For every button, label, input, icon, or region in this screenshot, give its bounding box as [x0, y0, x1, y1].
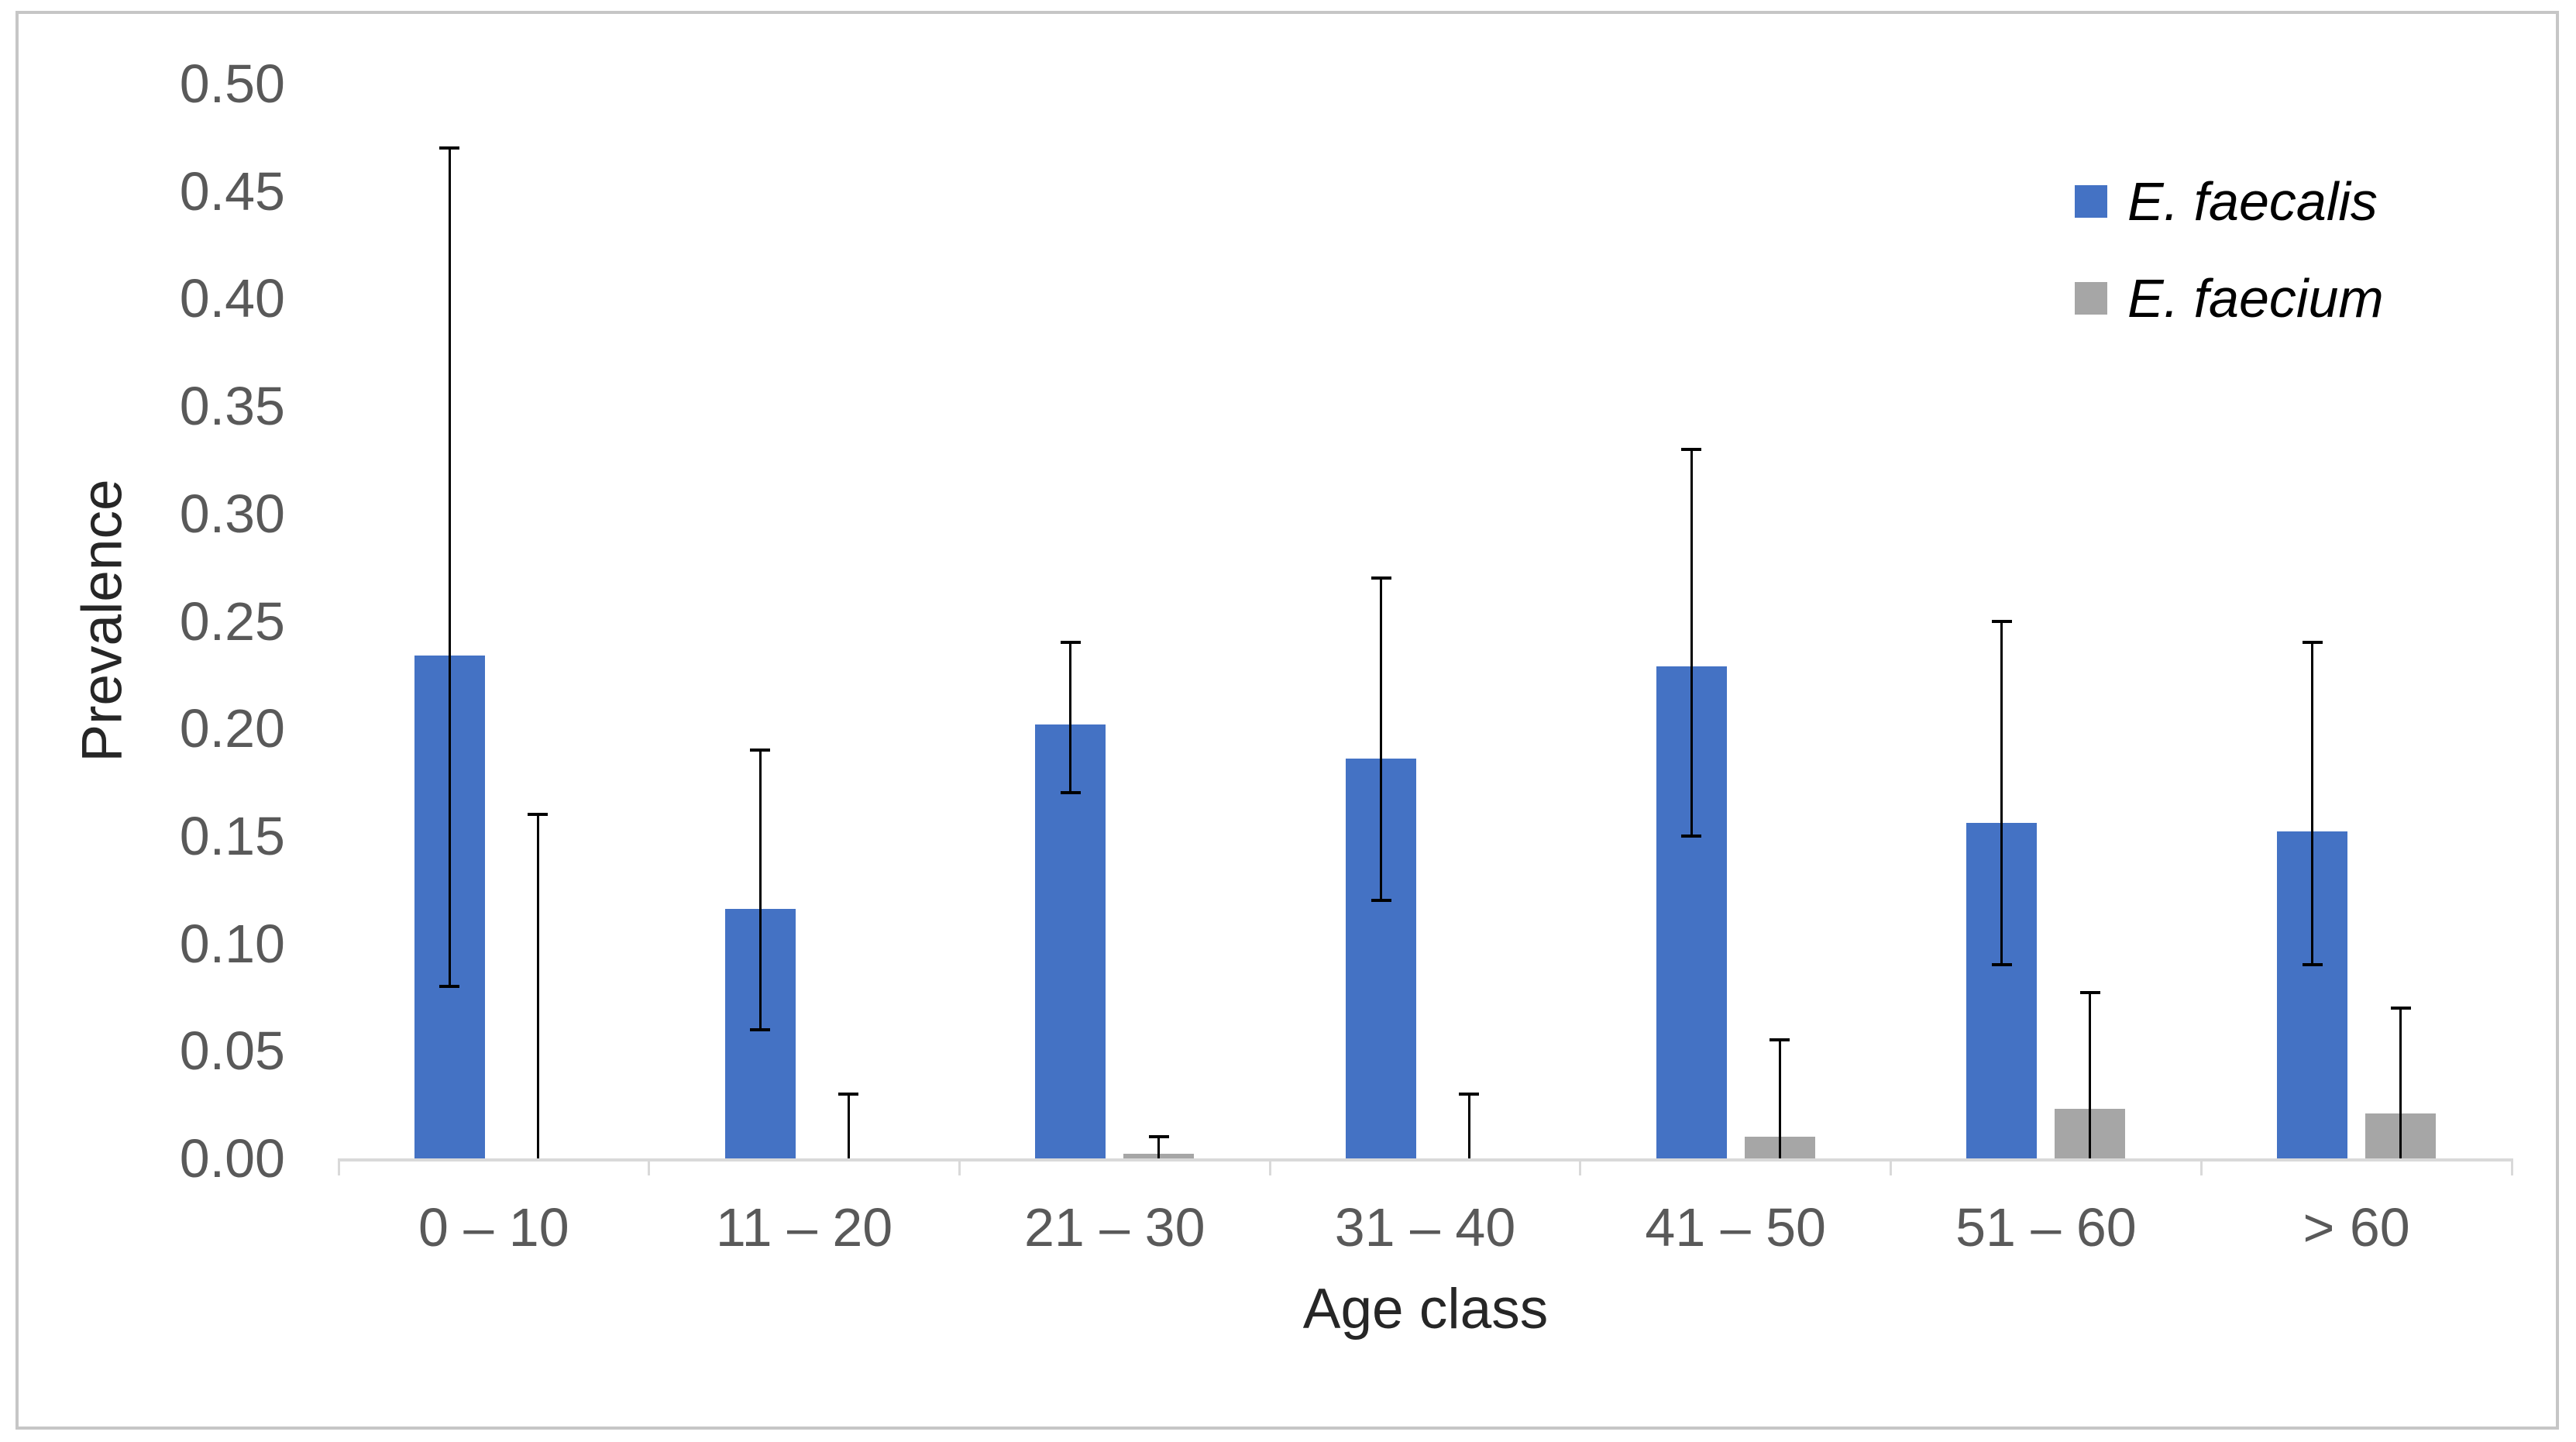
faecium-error-bar	[536, 814, 539, 1158]
y-axis-tick-label: 0.25	[179, 590, 285, 652]
legend-item-faecalis: E. faecalis	[2075, 169, 2384, 234]
x-axis-category-label: 41 – 50	[1645, 1197, 1826, 1258]
faecalis-error-cap-bottom	[750, 1027, 771, 1031]
faecalis-error-bar	[2311, 642, 2314, 965]
x-axis-title: Age class	[1302, 1278, 1549, 1340]
y-axis-tick-label: 0.10	[179, 913, 285, 974]
x-axis-category-label: 11 – 20	[715, 1197, 893, 1258]
x-axis-category-label: 21 – 30	[1023, 1197, 1205, 1258]
y-axis-tick-label: 0.35	[179, 376, 285, 437]
faecium-error-bar	[1778, 1040, 1781, 1158]
faecalis-error-cap-top	[1060, 641, 1081, 645]
x-axis-tick-mark	[337, 1158, 340, 1175]
faecium-error-cap-top	[2390, 1006, 2411, 1010]
faecalis-error-cap-bottom	[1371, 899, 1391, 903]
faecalis-error-cap-bottom	[1991, 963, 2012, 967]
y-axis-tick-label: 0.40	[179, 268, 285, 329]
x-axis-tick-mark	[958, 1158, 961, 1175]
x-axis-category-label: 51 – 60	[1955, 1197, 2137, 1258]
faecalis-error-bar	[1380, 578, 1383, 901]
x-axis-category-label: > 60	[2303, 1197, 2410, 1258]
legend-swatch-faecalis	[2075, 185, 2107, 218]
x-axis-category-label: 31 – 40	[1334, 1197, 1516, 1258]
faecalis-error-cap-top	[439, 146, 460, 150]
legend-item-faecium: E. faecium	[2075, 266, 2384, 331]
faecalis-error-cap-bottom	[1681, 834, 1702, 838]
faecium-error-bar	[1157, 1137, 1161, 1158]
faecalis-error-bar	[448, 148, 451, 987]
faecium-error-cap-top	[1148, 1135, 1169, 1139]
x-axis-tick-mark	[1579, 1158, 1582, 1175]
legend-label-faecium: E. faecium	[2127, 268, 2384, 329]
legend-label-faecalis: E. faecalis	[2127, 171, 2378, 232]
faecalis-error-bar	[1690, 449, 1693, 836]
faecalis-bar	[1035, 724, 1106, 1158]
faecalis-error-cap-top	[2302, 641, 2323, 645]
x-axis-tick-mark	[1890, 1158, 1893, 1175]
faecium-error-bar	[2399, 1007, 2402, 1158]
faecium-error-cap-top	[1769, 1038, 1790, 1042]
y-axis-tick-label: 0.30	[179, 483, 285, 544]
faecalis-error-bar	[1069, 642, 1072, 793]
faecalis-error-cap-bottom	[439, 985, 460, 989]
chart-frame-border	[15, 11, 2559, 1430]
legend: E. faecalis E. faecium	[2075, 169, 2384, 331]
x-axis-category-label: 0 – 10	[418, 1197, 569, 1258]
faecalis-error-cap-top	[1991, 619, 2012, 623]
faecium-error-cap-top	[1459, 1092, 1480, 1096]
faecalis-error-cap-bottom	[2302, 963, 2323, 967]
faecium-error-cap-top	[2079, 991, 2100, 995]
x-axis-tick-mark	[1268, 1158, 1271, 1175]
faecalis-error-bar	[758, 749, 762, 1030]
y-axis-tick-label: 0.20	[179, 698, 285, 759]
x-axis-line	[339, 1158, 2512, 1162]
faecium-error-bar	[847, 1093, 850, 1158]
y-axis-tick-label: 0.45	[179, 160, 285, 222]
y-axis-tick-label: 0.50	[179, 53, 285, 114]
faecalis-error-cap-top	[1681, 447, 1702, 451]
faecalis-error-bar	[2000, 621, 2003, 965]
y-axis-tick-label: 0.00	[179, 1128, 285, 1189]
faecium-error-cap-top	[528, 813, 549, 817]
faecalis-error-cap-top	[750, 748, 771, 752]
faecalis-error-cap-bottom	[1060, 791, 1081, 795]
x-axis-tick-mark	[648, 1158, 651, 1175]
faecalis-error-cap-top	[1371, 576, 1391, 580]
faecium-error-bar	[1467, 1093, 1470, 1158]
x-axis-tick-mark	[2510, 1158, 2513, 1175]
legend-swatch-faecium	[2075, 282, 2107, 315]
x-axis-tick-mark	[2199, 1158, 2203, 1175]
faecium-error-cap-top	[838, 1092, 859, 1096]
faecium-error-bar	[2089, 993, 2092, 1158]
y-axis-tick-label: 0.05	[179, 1020, 285, 1082]
y-axis-tick-label: 0.15	[179, 805, 285, 866]
